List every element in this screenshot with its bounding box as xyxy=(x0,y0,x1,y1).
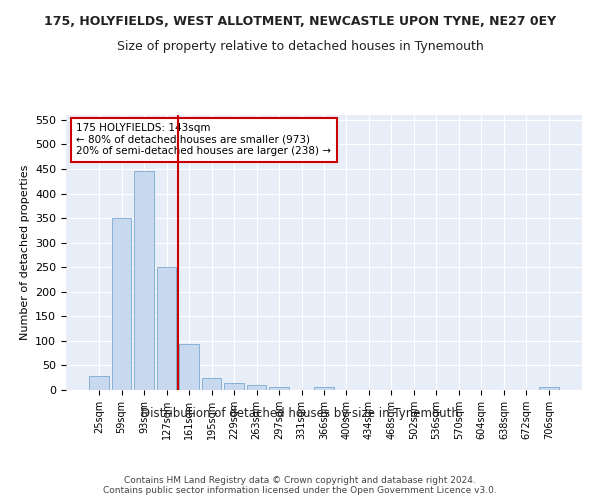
Bar xyxy=(539,387,559,390)
Bar xyxy=(314,387,334,390)
Text: Contains HM Land Registry data © Crown copyright and database right 2024.
Contai: Contains HM Land Registry data © Crown c… xyxy=(103,476,497,495)
Bar xyxy=(247,384,266,390)
Bar xyxy=(157,267,176,390)
Text: Size of property relative to detached houses in Tynemouth: Size of property relative to detached ho… xyxy=(116,40,484,53)
Bar xyxy=(134,172,154,390)
Bar xyxy=(112,218,131,390)
Y-axis label: Number of detached properties: Number of detached properties xyxy=(20,165,29,340)
Bar xyxy=(269,387,289,390)
Bar xyxy=(224,383,244,390)
Text: 175 HOLYFIELDS: 143sqm
← 80% of detached houses are smaller (973)
20% of semi-de: 175 HOLYFIELDS: 143sqm ← 80% of detached… xyxy=(76,123,331,156)
Text: 175, HOLYFIELDS, WEST ALLOTMENT, NEWCASTLE UPON TYNE, NE27 0EY: 175, HOLYFIELDS, WEST ALLOTMENT, NEWCAST… xyxy=(44,15,556,28)
Bar xyxy=(179,344,199,390)
Text: Distribution of detached houses by size in Tynemouth: Distribution of detached houses by size … xyxy=(141,408,459,420)
Bar xyxy=(202,378,221,390)
Bar xyxy=(89,376,109,390)
